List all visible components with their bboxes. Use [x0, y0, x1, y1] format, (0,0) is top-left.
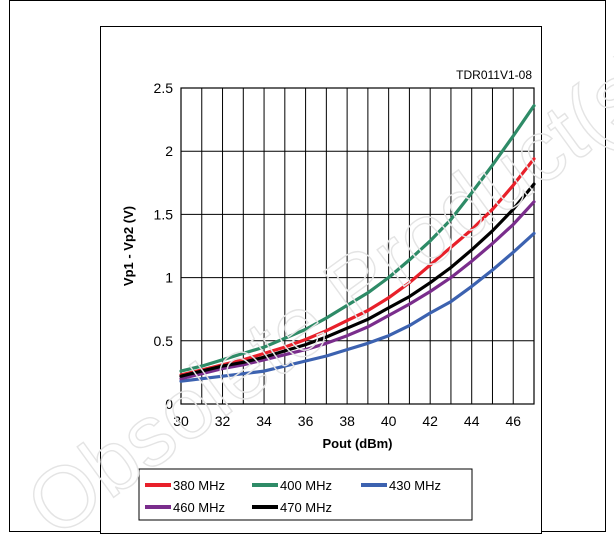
legend-label: 430 MHz [389, 478, 441, 493]
y-tick-label: 1 [165, 270, 173, 286]
series-line-380-mhz [179, 157, 536, 377]
y-tick-label: 0.5 [154, 333, 174, 349]
x-tick-label: 40 [381, 413, 397, 429]
x-tick-label: 36 [298, 413, 314, 429]
x-tick-label: 46 [505, 413, 521, 429]
legend-box [138, 468, 473, 521]
legend-label: 470 MHz [280, 500, 332, 515]
x-axis-label: Pout (dBm) [322, 436, 392, 451]
plot-area-border [180, 87, 535, 405]
x-tick-label: 42 [422, 413, 438, 429]
series-line-460-mhz [179, 200, 536, 381]
legend-label: 460 MHz [173, 500, 225, 515]
x-tick-label: 38 [339, 413, 355, 429]
chart-tag: TDR011V1-08 [456, 68, 532, 82]
y-tick-label: 2.5 [154, 80, 174, 96]
x-tick-label: 30 [173, 413, 189, 429]
y-axis-label: Vp1 - Vp2 (V) [121, 206, 136, 286]
y-tick-label: 0 [165, 396, 173, 412]
legend-label: 380 MHz [173, 478, 225, 493]
series-line-470-mhz [179, 182, 536, 378]
figure-frame: TDR011V1-08 0 0.5 1 1.5 2 2.5 30 32 34 36 38 40 42 44 4… [9, 0, 606, 534]
chart-container: TDR011V1-08 0 0.5 1 1.5 2 2.5 30 32 34 36 38 40 42 44 4… [100, 26, 542, 534]
x-tick-label: 34 [256, 413, 272, 429]
legend-label: 400 MHz [280, 478, 332, 493]
y-tick-label: 1.5 [154, 206, 174, 222]
line-chart: TDR011V1-08 0 0.5 1 1.5 2 2.5 30 32 34 36 38 40 42 44 4… [121, 68, 536, 521]
series-line-400-mhz [179, 104, 536, 373]
x-tick-label: 32 [215, 413, 231, 429]
x-tick-label: 44 [464, 413, 480, 429]
series-line-430-mhz [179, 231, 536, 383]
y-tick-label: 2 [165, 143, 173, 159]
